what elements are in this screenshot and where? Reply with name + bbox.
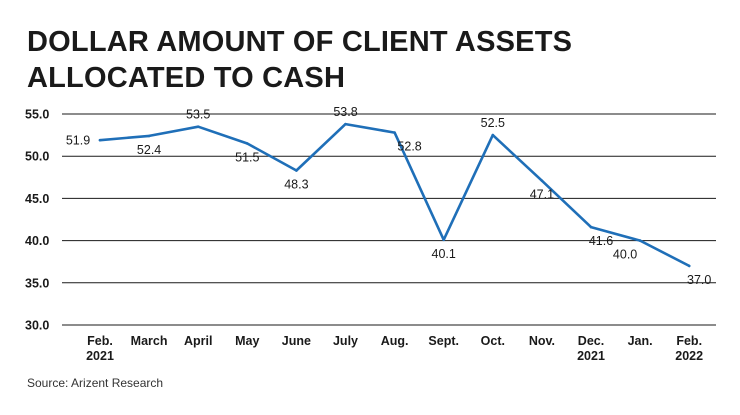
- data-label: 48.3: [284, 178, 308, 192]
- y-tick-label: 30.0: [25, 319, 49, 333]
- data-point: [344, 122, 347, 126]
- data-label: 37.0: [687, 273, 711, 287]
- y-tick-label: 35.0: [25, 276, 49, 290]
- data-label: 52.4: [137, 143, 161, 157]
- data-point: [147, 134, 151, 138]
- data-label: 41.6: [589, 234, 613, 248]
- data-label: 40.0: [613, 248, 637, 262]
- y-tick-label: 40.0: [25, 234, 49, 248]
- data-label: 47.1: [530, 188, 554, 202]
- x-tick-label: April: [184, 334, 212, 348]
- x-tick-label: 2021: [86, 349, 114, 363]
- data-point: [540, 179, 544, 182]
- x-tick-label: 2021: [577, 349, 605, 363]
- x-tick-label: March: [131, 334, 168, 348]
- y-tick-label: 55.0: [25, 108, 49, 122]
- y-tick-label: 45.0: [25, 192, 49, 206]
- chart-title: DOLLAR AMOUNT OF CLIENT ASSETS ALLOCATED…: [27, 26, 573, 94]
- x-tick-label: July: [333, 334, 358, 348]
- source-note: Source: Arizent Research: [27, 376, 164, 390]
- x-tick-label: Oct.: [481, 334, 505, 348]
- data-label: 40.1: [432, 247, 456, 261]
- data-point: [491, 133, 495, 137]
- data-point: [442, 238, 446, 242]
- data-label: 51.5: [235, 151, 259, 165]
- data-point: [196, 125, 200, 128]
- x-tick-label: Jan.: [628, 334, 653, 348]
- x-tick-label: Aug.: [381, 334, 409, 348]
- x-tick-label: May: [235, 334, 259, 348]
- data-label: 52.5: [481, 116, 505, 130]
- x-tick-label: Feb.: [87, 334, 113, 348]
- gridlines: [62, 113, 716, 326]
- data-point: [246, 142, 249, 145]
- x-tick-label: Feb.: [676, 334, 702, 348]
- x-tick-label: Dec.: [578, 334, 604, 348]
- data-point: [98, 138, 102, 142]
- data-labels: 51.9 52.4 53.5 51.5 48.3 53.8 52.8 40.1 52.5 47.1…: [66, 105, 712, 287]
- x-tick-label: June: [282, 334, 311, 348]
- data-point: [638, 239, 642, 242]
- series-line: [98, 122, 691, 268]
- y-tick-label: 50.0: [25, 150, 49, 164]
- data-point: [589, 225, 593, 229]
- data-point: [393, 131, 396, 134]
- data-point: [295, 169, 298, 172]
- data-label: 53.5: [186, 108, 210, 122]
- x-tick-label: Sept.: [428, 334, 459, 348]
- data-point: [687, 264, 691, 268]
- y-axis: 30.0 35.0 40.0 45.0 50.0 55.0: [25, 108, 49, 333]
- data-label: 52.8: [397, 140, 421, 154]
- data-label: 53.8: [333, 105, 357, 119]
- x-tick-label: Nov.: [529, 334, 555, 348]
- data-label: 51.9: [66, 134, 90, 148]
- x-tick-label: 2022: [675, 349, 703, 363]
